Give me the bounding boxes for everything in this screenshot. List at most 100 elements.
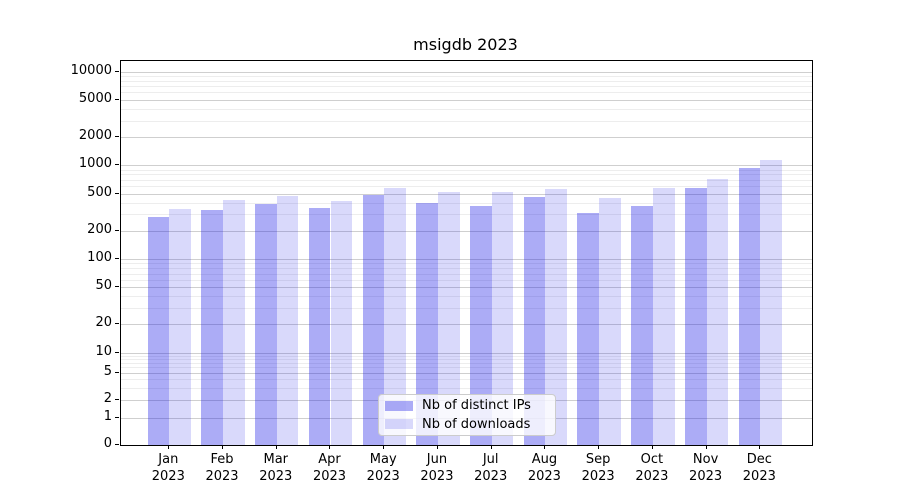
x-tick-label-line: Oct [640,452,664,467]
legend-item-downloads: Nb of downloads [385,416,555,432]
y-tick-label: 100 [87,250,112,265]
x-tick-label-line: Jul [482,452,499,467]
plot-area [120,60,813,446]
y-tick-label: 200 [87,221,112,237]
x-tick-label-line: 2023 [689,469,723,484]
bar-distinct-ips [416,202,438,445]
x-tick-label: Aug 2023 [512,451,576,485]
major-gridline [121,71,812,73]
minor-gridline [121,214,812,216]
bar-distinct-ips [577,212,600,445]
x-tick-label-line: Apr [318,452,341,467]
minor-gridline [121,379,812,381]
y-tick-label: 10 [95,343,112,359]
x-tick-mark [168,445,170,449]
y-tick-label: 5 [103,363,112,379]
minor-gridline [121,179,812,181]
y-tick-mark [115,286,119,288]
legend-label: Nb of distinct IPs [422,398,531,414]
bar-downloads [599,198,621,445]
y-tick-mark [115,98,119,100]
minor-gridline [121,108,812,110]
major-gridline [121,137,812,139]
bar-downloads [276,196,299,445]
x-tick-label: Jun 2023 [405,451,469,485]
minor-gridline [121,169,812,171]
x-tick-label-line: May [369,452,397,467]
minor-gridline [121,268,812,270]
x-tick-label-line: Sep [585,452,611,467]
bar-distinct-ips [738,168,761,445]
x-tick-label-line: 2023 [581,469,615,484]
bar-distinct-ips [201,210,223,445]
y-tick-mark [115,164,119,166]
y-tick-mark [115,136,119,138]
bar-downloads [706,179,729,445]
x-tick-label: Sep 2023 [566,451,630,485]
bar-distinct-ips [631,205,653,445]
legend: Nb of distinct IPs Nb of downloads [378,394,556,436]
x-tick-mark [705,445,707,449]
bar-downloads [545,188,568,445]
x-tick-label: Jan 2023 [136,451,200,485]
y-tick-mark [115,229,119,231]
legend-swatch-downloads [385,419,413,430]
minor-gridline [121,362,812,364]
y-tick-mark [115,416,119,418]
bar-distinct-ips [523,196,546,445]
y-tick-mark [115,444,119,445]
bar-downloads [384,187,406,445]
bar-downloads [169,208,191,445]
x-tick-label-line: 2023 [205,469,239,484]
major-gridline [121,99,812,101]
minor-gridline [121,120,812,122]
minor-gridline [121,86,812,88]
y-tick-label: 2000 [78,128,112,144]
x-tick-mark [222,445,224,449]
minor-gridline [121,75,812,77]
bar-distinct-ips [684,188,707,445]
x-tick-mark [490,445,492,449]
x-tick-label: Oct 2023 [620,451,684,485]
minor-gridline [121,296,812,298]
y-tick-mark [115,371,119,373]
minor-gridline [121,279,812,281]
x-tick-label-line: Feb [210,452,234,467]
x-tick-mark [651,445,653,449]
minor-gridline [121,273,812,275]
x-tick-label-line: Jan [158,452,179,467]
y-tick-label: 1000 [78,156,112,172]
x-tick-mark [436,445,438,449]
bar-downloads [491,192,514,445]
y-tick-label: 50 [95,278,112,294]
y-tick-label: 0 [103,436,112,451]
x-tick-label: Apr 2023 [297,451,361,485]
y-tick-mark [115,70,119,72]
y-tick-mark [115,192,119,194]
y-tick-mark [115,399,119,400]
x-tick-label-line: 2023 [635,469,669,484]
x-tick-label: Feb 2023 [190,451,254,485]
x-tick-mark [275,445,277,449]
bar-distinct-ips [147,217,170,445]
x-tick-label-line: Jun [426,452,448,467]
bar-distinct-ips [255,204,277,445]
minor-gridline [121,367,812,369]
minor-gridline [121,80,812,82]
y-tick-label: 10000 [70,62,112,78]
bar-downloads [760,159,782,445]
major-gridline [121,287,812,289]
x-tick-label-line: 2023 [474,469,508,484]
bar-distinct-ips [308,208,331,445]
major-gridline [121,193,812,195]
x-tick-label-line: 2023 [151,469,185,484]
minor-gridline [121,263,812,265]
minor-gridline [121,186,812,188]
minor-gridline [121,355,812,357]
y-tick-label: 1 [103,408,112,424]
minor-gridline [121,359,812,361]
major-gridline [121,165,812,167]
x-tick-mark [598,445,600,449]
minor-gridline [121,174,812,176]
